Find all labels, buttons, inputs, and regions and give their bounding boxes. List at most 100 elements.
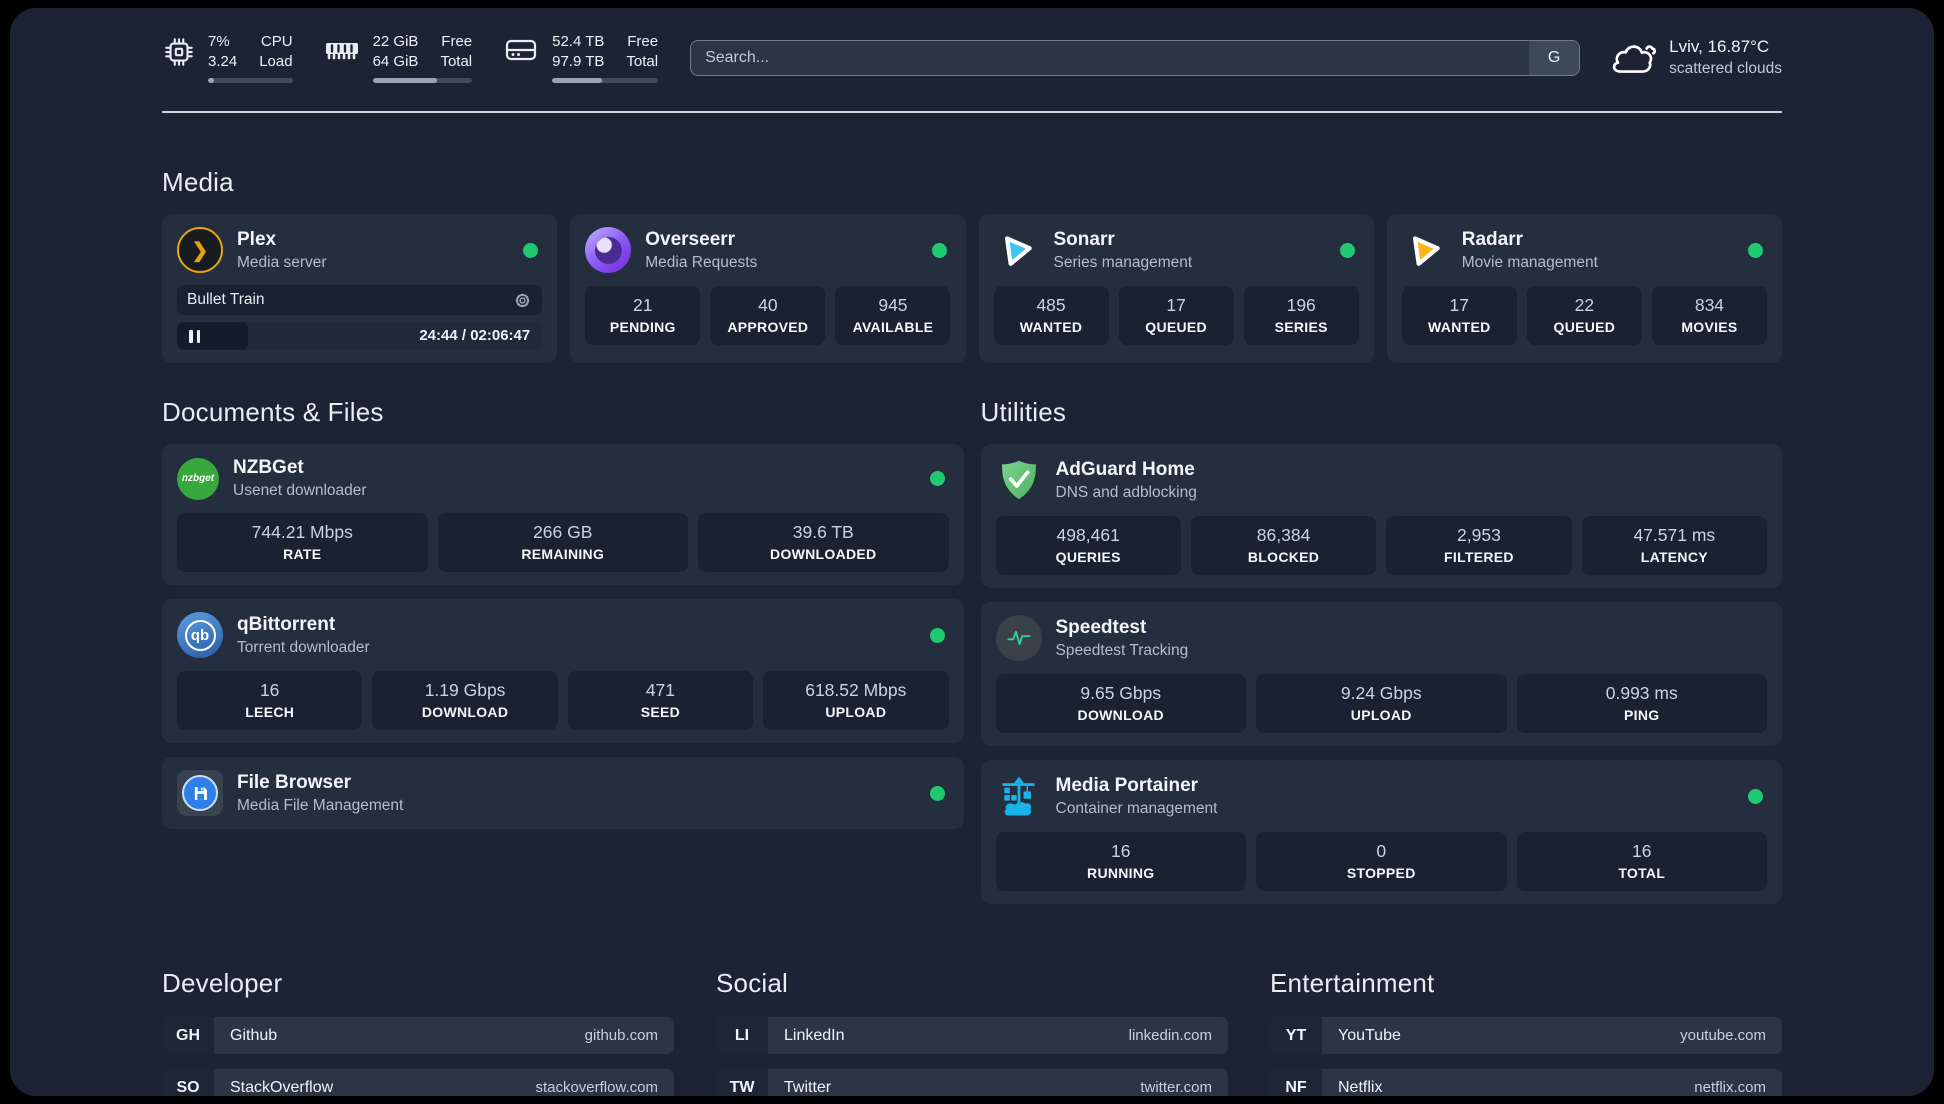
- service-tile-sonarr[interactable]: Sonarr Series management 485 WANTED 17 Q…: [978, 214, 1374, 363]
- playback-progress[interactable]: 24:44 / 02:06:47: [177, 322, 543, 350]
- stat-label: LEECH: [245, 704, 295, 720]
- cpu-label-1: CPU: [260, 33, 293, 50]
- nzbget-icon: nzbget: [177, 457, 219, 500]
- disk-free: 52.4 TB: [552, 33, 605, 50]
- memory-widget: 22 GiB 64 GiB Free Total: [323, 32, 473, 83]
- portainer-icon: [996, 773, 1042, 819]
- stat-value: 16: [259, 680, 280, 700]
- weather-widget: Lviv, 16.87°C scattered clouds: [1608, 36, 1782, 79]
- cloud-icon: [1612, 44, 1657, 73]
- now-playing-title: Bullet Train: [187, 291, 265, 308]
- service-tile-qbittorrent[interactable]: qb qBittorrent Torrent downloader 16 LEE…: [162, 599, 964, 743]
- stat-value: 22: [1574, 295, 1595, 315]
- stat-label: FILTERED: [1444, 549, 1514, 565]
- stat-value: 471: [645, 680, 676, 700]
- service-tile-adguard[interactable]: AdGuard Home DNS and adblocking 498,461 …: [980, 444, 1782, 588]
- service-name: File Browser: [237, 771, 352, 793]
- stat-value: 39.6 TB: [792, 522, 854, 542]
- stat-value: 86,384: [1256, 525, 1311, 545]
- stat-queued: 22 QUEUED: [1526, 286, 1642, 345]
- stat-stopped: 0 STOPPED: [1256, 832, 1507, 891]
- cpu-label-2: Load: [259, 53, 293, 70]
- bookmark-linkedin[interactable]: LI LinkedIn linkedin.com: [716, 1017, 1228, 1054]
- stat-available: 945 AVAILABLE: [835, 286, 951, 345]
- stat-latency: 47.571 ms LATENCY: [1581, 516, 1767, 575]
- search-bar: G: [690, 39, 1581, 76]
- service-tile-nzbget[interactable]: nzbget NZBGet Usenet downloader 744.21 M…: [162, 444, 964, 585]
- stat-blocked: 86,384 BLOCKED: [1190, 516, 1377, 575]
- stat-value: 0.993 ms: [1605, 683, 1678, 703]
- bookmark-abbr: YT: [1270, 1017, 1322, 1054]
- stat-value: 266 GB: [533, 522, 593, 542]
- stat-wanted: 17 WANTED: [1401, 286, 1517, 345]
- gear-icon[interactable]: [513, 291, 532, 310]
- stat-label: MOVIES: [1681, 319, 1738, 335]
- cpu-progress-bar: [208, 78, 293, 83]
- bookmark-name: Twitter: [784, 1078, 832, 1096]
- service-subtitle: Speedtest Tracking: [1055, 641, 1189, 659]
- stat-label: BLOCKED: [1247, 549, 1320, 565]
- stat-value: 834: [1694, 295, 1725, 315]
- service-tile-filebrowser[interactable]: File Browser Media File Management: [162, 757, 964, 829]
- service-name: Radarr: [1461, 228, 1523, 250]
- bookmark-abbr: TW: [716, 1069, 768, 1096]
- service-tile-plex[interactable]: ❯ Plex Media server Bullet Train: [162, 214, 558, 363]
- stat-label: UPLOAD: [1350, 707, 1412, 723]
- status-dot: [1748, 242, 1763, 258]
- stat-total: 16 TOTAL: [1516, 832, 1767, 891]
- stat-running: 16 RUNNING: [995, 832, 1246, 891]
- service-name: Speedtest: [1055, 616, 1147, 638]
- cpu-widget: 7% 3.24 CPU Load: [162, 32, 293, 83]
- section-title-entertainment: Entertainment: [1270, 968, 1435, 998]
- bookmark-name: Github: [230, 1026, 278, 1044]
- stat-label: AVAILABLE: [852, 319, 934, 335]
- bookmark-twitter[interactable]: TW Twitter twitter.com: [716, 1069, 1228, 1096]
- memory-total: 64 GiB: [372, 53, 419, 70]
- stat-value: 1.19 Gbps: [424, 680, 506, 700]
- stat-label: SEED: [640, 704, 681, 720]
- pause-icon[interactable]: [189, 329, 193, 343]
- stat-value: 9.24 Gbps: [1340, 683, 1422, 703]
- search-engine-button[interactable]: G: [1529, 40, 1580, 75]
- bookmark-name: Netflix: [1338, 1078, 1383, 1096]
- disk-total: 97.9 TB: [552, 53, 605, 70]
- cpu-icon: [165, 38, 193, 66]
- service-tile-overseerr[interactable]: Overseerr Media Requests 21 PENDING 40 A…: [570, 214, 966, 363]
- stat-label: QUERIES: [1055, 549, 1121, 565]
- status-dot: [929, 471, 945, 486]
- bookmark-abbr: LI: [716, 1017, 768, 1054]
- memory-progress-bar: [372, 78, 473, 83]
- service-subtitle: Media Requests: [645, 253, 758, 271]
- stat-queued: 17 QUEUED: [1118, 286, 1234, 345]
- section-title-utilities: Utilities: [980, 397, 1067, 427]
- search-input[interactable]: [691, 48, 1530, 67]
- memory-icon: [325, 43, 358, 60]
- status-dot: [523, 242, 539, 258]
- stat-value: 0: [1376, 841, 1387, 861]
- stat-value: 17: [1166, 295, 1186, 315]
- memory-label-2: Total: [440, 53, 473, 70]
- service-tile-radarr[interactable]: Radarr Movie management 17 WANTED 22 QUE…: [1386, 214, 1782, 363]
- weather-condition: scattered clouds: [1669, 60, 1782, 77]
- service-tile-portainer[interactable]: Media Portainer Container management 16 …: [980, 760, 1782, 904]
- bookmark-name: YouTube: [1338, 1026, 1401, 1044]
- service-subtitle: Torrent downloader: [237, 638, 370, 656]
- bookmark-github[interactable]: GH Github github.com: [162, 1017, 674, 1054]
- bookmark-netflix[interactable]: NF Netflix netflix.com: [1270, 1069, 1782, 1096]
- stat-value: 498,461: [1056, 525, 1120, 545]
- service-name: AdGuard Home: [1055, 458, 1195, 480]
- stat-movies: 834 MOVIES: [1651, 286, 1767, 345]
- cpu-load: 3.24: [208, 53, 238, 70]
- bookmark-stackoverflow[interactable]: SO StackOverflow stackoverflow.com: [162, 1069, 674, 1096]
- sonarr-icon: [994, 227, 1040, 273]
- disk-label-2: Total: [626, 53, 659, 70]
- speedtest-icon: [995, 615, 1042, 661]
- bookmark-youtube[interactable]: YT YouTube youtube.com: [1270, 1017, 1782, 1054]
- disk-label-1: Free: [627, 33, 659, 50]
- section-title-social: Social: [716, 968, 789, 998]
- service-tile-speedtest[interactable]: Speedtest Speedtest Tracking 9.65 Gbps D…: [980, 602, 1782, 746]
- weather-location-temp: Lviv, 16.87°C: [1669, 37, 1770, 56]
- stat-label: WANTED: [1428, 319, 1491, 335]
- stat-queries: 498,461 QUERIES: [995, 516, 1181, 575]
- disk-widget: 52.4 TB 97.9 TB Free Total: [502, 32, 659, 83]
